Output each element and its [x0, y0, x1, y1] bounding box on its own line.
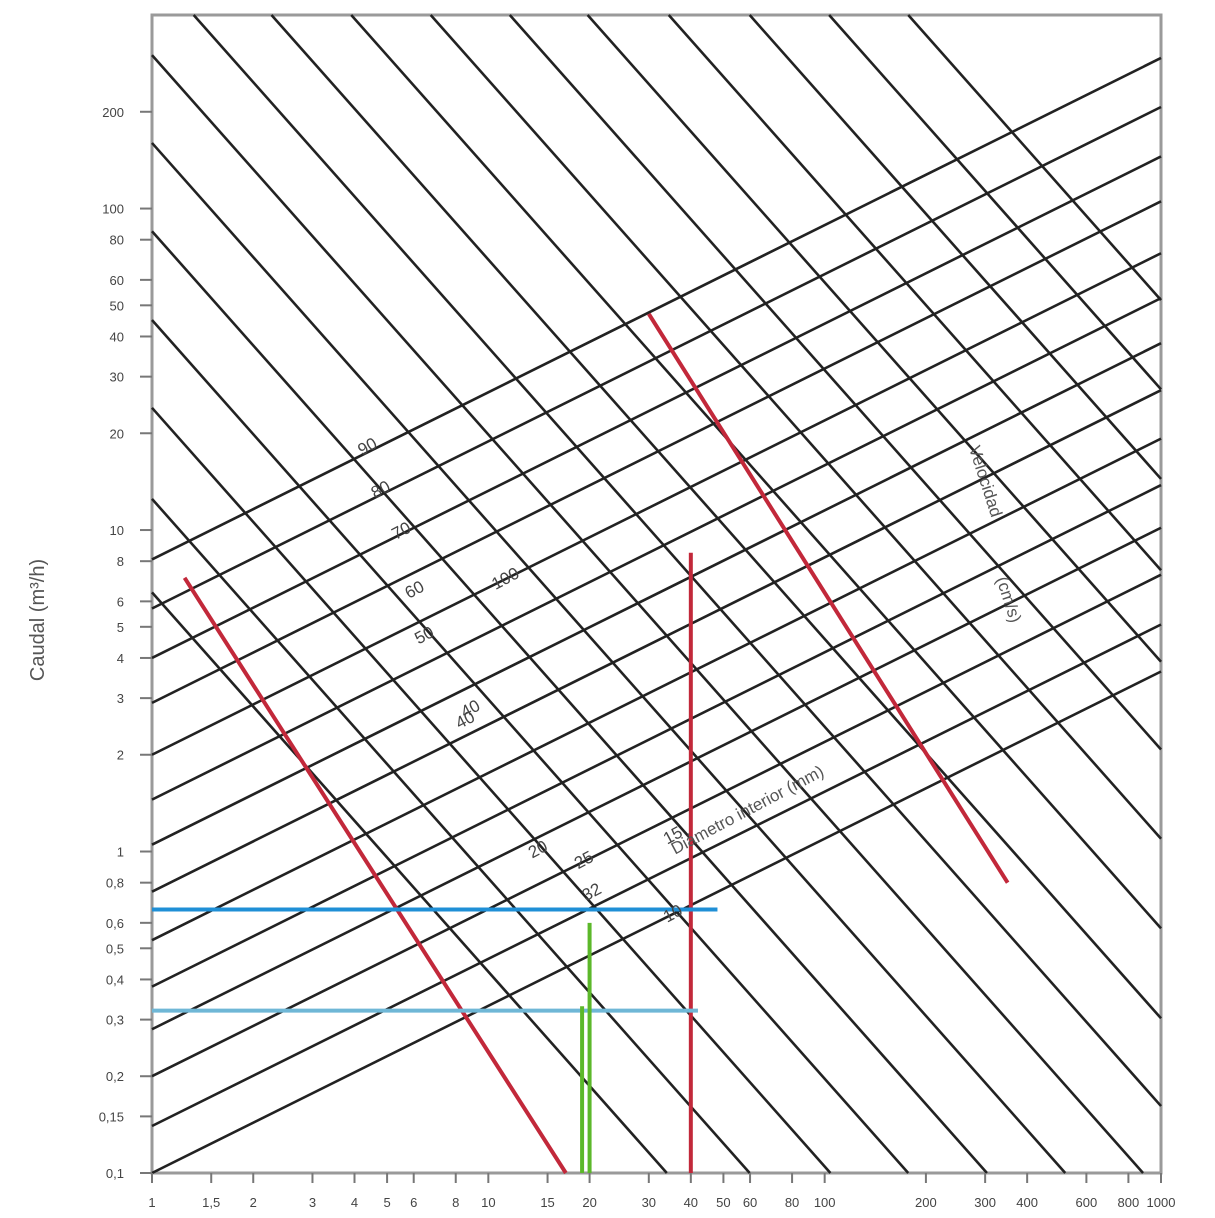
y-tick-label: 60	[110, 273, 124, 288]
velocity-lines	[151, 14, 1162, 1174]
x-axis-ticks: 1 1,5 2 3 4 5 6 8 10 15 20 30 40 50 60 80 100 200 300 400 60…	[148, 1173, 1175, 1210]
velocity-label: 60	[402, 577, 428, 603]
x-tick-label: 4	[351, 1195, 358, 1210]
y-tick-label: 10	[110, 523, 124, 538]
y-axis-title: Caudal (m³/h)	[27, 559, 49, 681]
diameter-line	[151, 483, 1162, 988]
x-tick-label: 1	[148, 1195, 155, 1210]
velocity-line	[151, 498, 751, 1174]
diameter-line	[151, 437, 1162, 942]
y-tick-label: 1	[117, 845, 124, 860]
y-tick-label: 0,1	[106, 1166, 124, 1181]
diameter-line	[151, 56, 1162, 561]
diameter-line	[151, 389, 1162, 893]
x-tick-label: 3	[309, 1195, 316, 1210]
y-tick-label: 0,5	[106, 941, 124, 956]
diameter-line	[151, 573, 1162, 1078]
y-tick-label: 0,6	[106, 916, 124, 931]
x-tick-label: 15	[540, 1195, 554, 1210]
velocity-line	[151, 142, 1067, 1174]
x-tick-label: 10	[481, 1195, 495, 1210]
x-tick-label: 400	[1016, 1195, 1038, 1210]
x-tick-label: 20	[582, 1195, 596, 1210]
x-tick-label: 5	[383, 1195, 390, 1210]
velocity-line	[350, 14, 1162, 930]
diameter-label: 10	[660, 901, 686, 927]
y-tick-label: 8	[117, 554, 124, 569]
x-tick-label: 100	[814, 1195, 836, 1210]
x-tick-label: 80	[785, 1195, 799, 1210]
diameter-label: 32	[579, 879, 605, 905]
diameter-line	[151, 342, 1162, 846]
y-tick-label: 0,8	[106, 876, 124, 891]
y-tick-label: 100	[102, 202, 124, 217]
x-tick-label: 1000	[1147, 1195, 1176, 1210]
y-tick-label: 80	[110, 233, 124, 248]
axis-annotation: (cm/s)	[992, 574, 1025, 625]
x-tick-label: 40	[684, 1195, 698, 1210]
diameter-line	[151, 252, 1162, 756]
diameter-label: 25	[571, 847, 597, 873]
diameter-label: 20	[525, 837, 551, 863]
velocity-line	[828, 14, 1162, 391]
x-tick-label: 300	[974, 1195, 996, 1210]
x-tick-label: 800	[1118, 1195, 1140, 1210]
reference-line	[647, 312, 1010, 884]
x-tick-label: 50	[716, 1195, 730, 1210]
velocity-line	[151, 319, 910, 1174]
reference-lines	[152, 312, 1010, 1175]
velocity-line	[667, 14, 1162, 572]
y-tick-label: 0,4	[106, 972, 124, 987]
y-tick-label: 2	[117, 748, 124, 763]
y-tick-label: 200	[102, 105, 124, 120]
x-tick-label: 2	[250, 1195, 257, 1210]
diameter-line	[151, 623, 1162, 1128]
velocity-line	[907, 14, 1162, 301]
y-tick-label: 20	[110, 426, 124, 441]
velocity-line	[748, 14, 1162, 480]
y-tick-label: 40	[110, 329, 124, 344]
diameter-line	[151, 200, 1162, 705]
y-tick-label: 4	[117, 651, 124, 666]
diameter-line	[151, 670, 1162, 1175]
y-tick-label: 3	[117, 691, 124, 706]
diameter-line	[151, 526, 1162, 1031]
y-axis-ticks: 0,1 0,15 0,2 0,3 0,4 0,5 0,6 0,8 1 2 3 4 5 6 8 10 20 30 40…	[99, 105, 152, 1181]
velocity-label: 100	[488, 564, 522, 594]
velocity-line	[429, 14, 1162, 840]
velocity-line	[151, 54, 1145, 1174]
diameter-line	[151, 155, 1162, 660]
x-tick-label: 600	[1076, 1195, 1098, 1210]
diameter-line	[151, 296, 1162, 801]
velocity-line	[586, 14, 1162, 663]
velocity-line	[192, 14, 1162, 1107]
x-tick-label: 6	[410, 1195, 417, 1210]
reference-line	[182, 576, 568, 1175]
axis-annotations: Velocidad(cm/s)Diámetro interior (mm)	[668, 443, 1025, 858]
y-tick-label: 0,2	[106, 1069, 124, 1084]
x-tick-label: 60	[743, 1195, 757, 1210]
x-tick-label: 1,5	[202, 1195, 220, 1210]
y-tick-label: 0,15	[99, 1109, 124, 1124]
velocity-label: 50	[411, 623, 437, 649]
x-tick-label: 8	[452, 1195, 459, 1210]
y-tick-label: 6	[117, 594, 124, 609]
y-tick-label: 5	[117, 620, 124, 635]
x-tick-label: 30	[642, 1195, 656, 1210]
velocity-line	[151, 230, 988, 1174]
y-tick-label: 50	[110, 298, 124, 313]
y-tick-label: 0,3	[106, 1013, 124, 1028]
y-tick-label: 30	[110, 370, 124, 385]
velocity-line	[270, 14, 1162, 1020]
velocity-line	[151, 406, 832, 1174]
x-tick-label: 200	[915, 1195, 937, 1210]
velocity-line	[508, 14, 1162, 751]
